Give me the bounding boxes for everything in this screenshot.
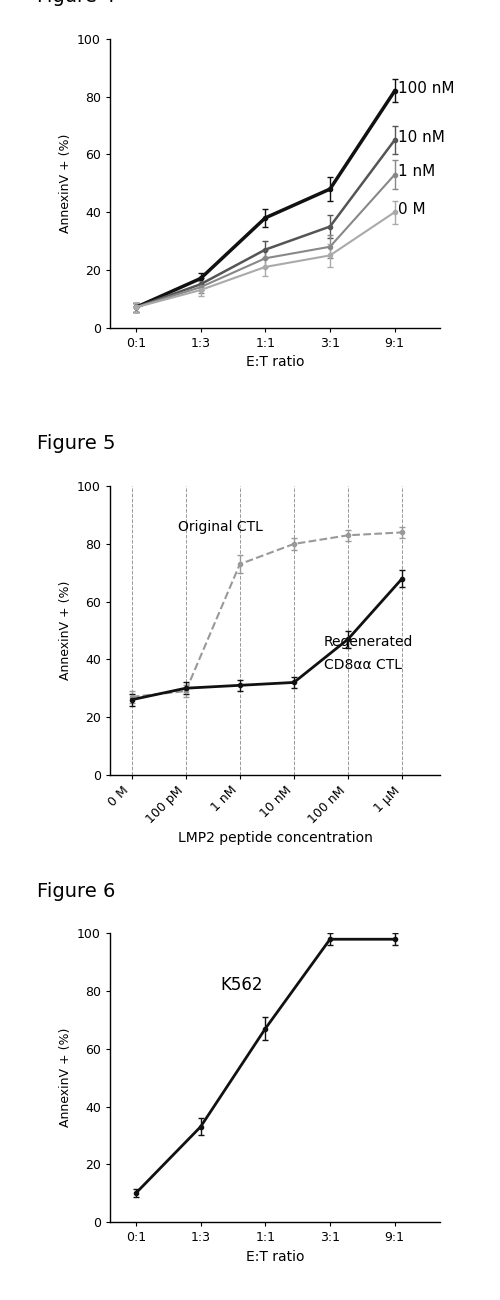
Text: K562: K562 bbox=[220, 976, 262, 994]
X-axis label: E:T ratio: E:T ratio bbox=[246, 355, 304, 369]
Text: Figure 5: Figure 5 bbox=[38, 434, 116, 454]
Text: 10 nM: 10 nM bbox=[398, 130, 445, 144]
Text: 100 nM: 100 nM bbox=[398, 81, 454, 96]
Text: Original CTL: Original CTL bbox=[178, 520, 262, 533]
Text: 1 nM: 1 nM bbox=[398, 164, 435, 179]
Text: CD8αα CTL: CD8αα CTL bbox=[324, 658, 402, 672]
X-axis label: LMP2 peptide concentration: LMP2 peptide concentration bbox=[178, 832, 372, 845]
Text: Regenerated: Regenerated bbox=[324, 634, 413, 649]
Y-axis label: AnnexinV + (%): AnnexinV + (%) bbox=[58, 1028, 71, 1127]
Text: Figure 6: Figure 6 bbox=[38, 881, 116, 901]
Text: 0 M: 0 M bbox=[398, 202, 425, 217]
Y-axis label: AnnexinV + (%): AnnexinV + (%) bbox=[58, 581, 71, 680]
Text: Figure 4: Figure 4 bbox=[38, 0, 116, 6]
X-axis label: E:T ratio: E:T ratio bbox=[246, 1249, 304, 1264]
Y-axis label: AnnexinV + (%): AnnexinV + (%) bbox=[58, 134, 71, 233]
